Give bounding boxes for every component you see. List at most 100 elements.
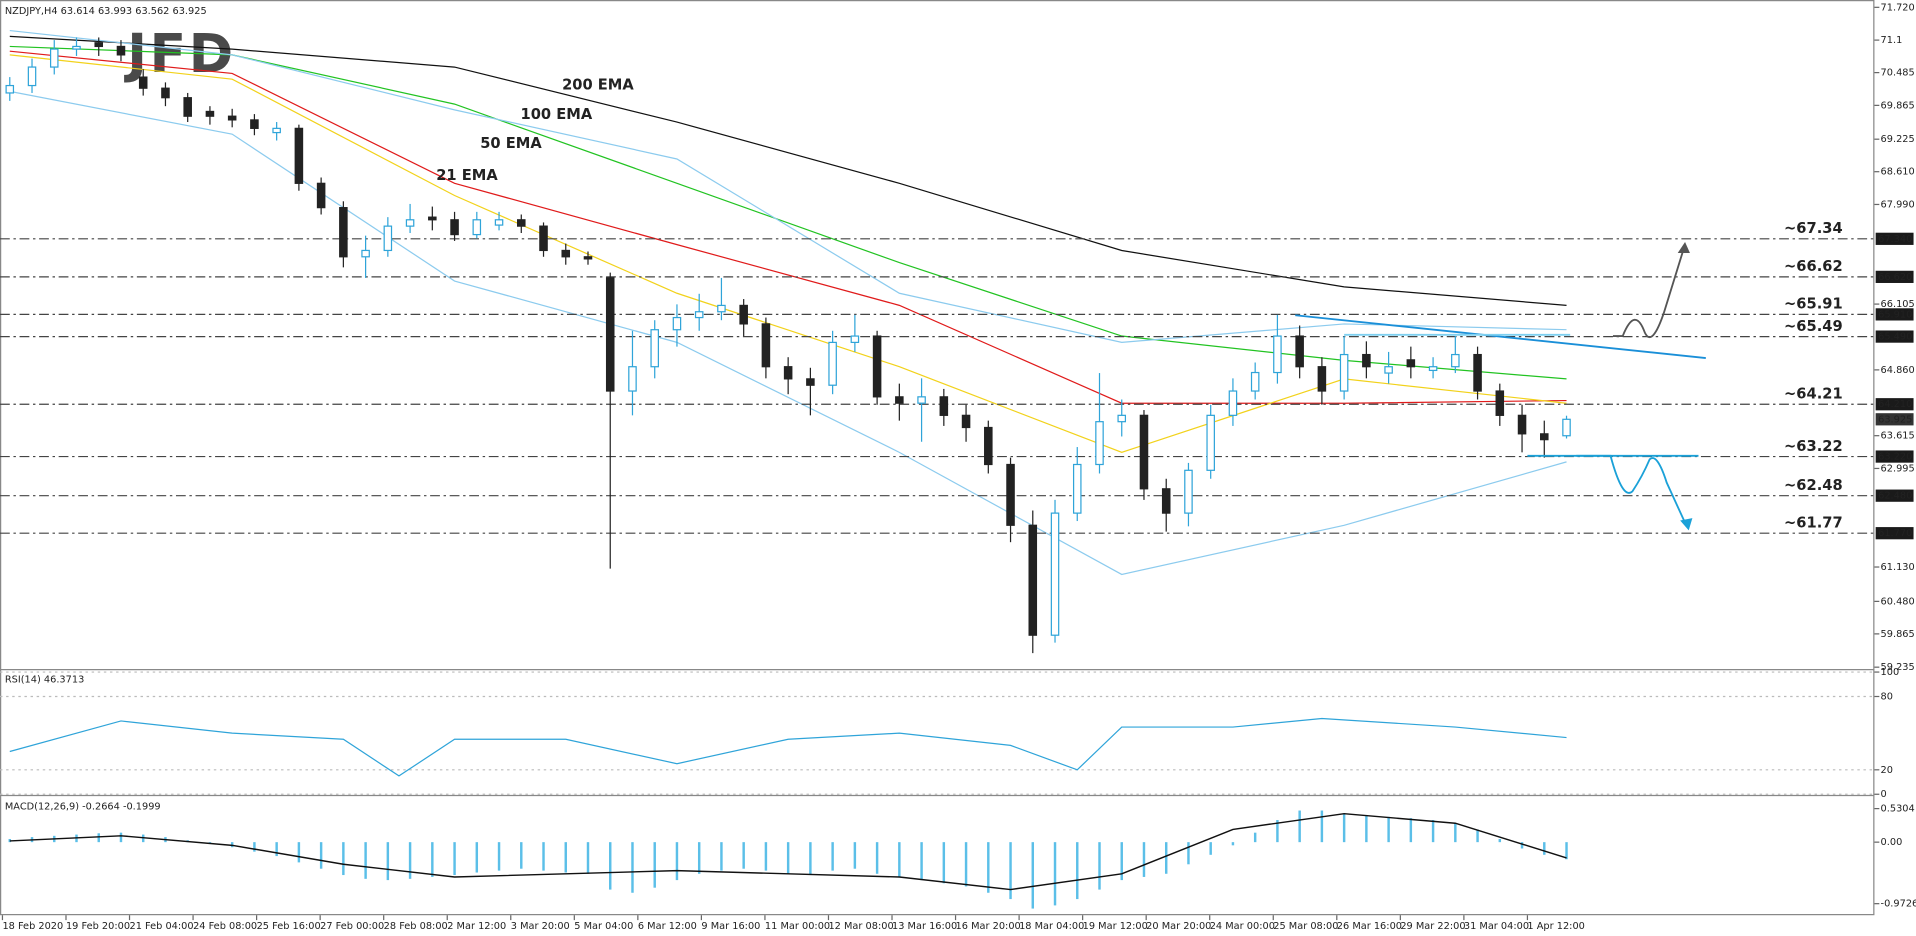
level-label: ~65.91 <box>1784 296 1843 313</box>
candle-body <box>1006 463 1015 526</box>
macd-bar <box>1565 842 1568 860</box>
chart-title: NZDJPY,H4 63.614 63.993 63.562 63.925 <box>5 6 207 17</box>
macd-bar <box>408 842 412 879</box>
macd-bar <box>631 842 634 893</box>
y-tick-label: 0 <box>1881 789 1887 800</box>
trend-line <box>1295 314 1706 359</box>
macd-bar <box>1164 842 1168 874</box>
macd-bar <box>675 842 679 881</box>
x-tick-label: 18 Mar 04:00 <box>1019 921 1084 932</box>
macd-bar <box>431 842 434 877</box>
candle-body <box>1095 421 1104 466</box>
candle-body <box>1050 512 1060 636</box>
level-tag-label: 61.770 <box>1878 528 1912 539</box>
candle-body <box>116 45 126 56</box>
candle-body <box>1384 366 1393 374</box>
candle-body <box>49 48 59 68</box>
candle-body <box>405 219 415 227</box>
level-label: ~67.34 <box>1784 220 1843 237</box>
macd-bar <box>1498 838 1502 843</box>
candle-body <box>27 66 37 87</box>
series-label: 21 EMA <box>436 167 498 184</box>
macd-bar <box>297 842 301 863</box>
macd-bar <box>342 842 345 876</box>
arrow-head <box>1680 518 1693 531</box>
x-tick-label: 2 Mar 12:00 <box>447 921 506 932</box>
candle-body <box>1072 463 1082 514</box>
arrow-head <box>1677 241 1690 253</box>
macd-bar <box>1320 810 1324 843</box>
level-tag <box>1875 398 1914 411</box>
candle-body <box>539 225 548 252</box>
macd-bar <box>520 842 523 869</box>
candle-body <box>250 119 259 129</box>
level-tag <box>1875 330 1914 343</box>
candle-body <box>783 366 793 380</box>
level-tag <box>1875 232 1914 245</box>
macd-bar <box>653 842 656 888</box>
macd-bar <box>1454 823 1457 843</box>
candle-body <box>672 316 682 331</box>
y-tick-label: 71.720 <box>1881 2 1915 13</box>
candle-body <box>1406 359 1416 368</box>
candle-body <box>984 426 993 466</box>
candle-body <box>1161 488 1171 514</box>
macd-bar <box>853 842 857 869</box>
x-tick-label: 13 Mar 16:00 <box>892 921 957 932</box>
candle-body <box>1317 366 1327 392</box>
level-tag <box>1875 527 1914 540</box>
bull-arrow <box>1612 244 1686 338</box>
candle-body <box>694 311 704 319</box>
x-tick-label: 25 Mar 08:00 <box>1273 921 1338 932</box>
candle-body <box>917 396 926 404</box>
level-label: ~66.62 <box>1784 258 1843 275</box>
candle-body <box>472 219 482 236</box>
macd-bar <box>453 842 456 876</box>
macd-bar <box>1209 842 1212 855</box>
y-tick-label: 69.865 <box>1881 100 1915 111</box>
candle-body <box>1495 390 1505 416</box>
x-tick-label: 19 Feb 20:00 <box>66 921 130 932</box>
candle-body <box>1250 371 1260 392</box>
y-tick-label: 71.1 <box>1881 35 1903 46</box>
candle-body <box>1139 414 1149 490</box>
macd-bar <box>1142 842 1146 877</box>
y-tick-label: 59.865 <box>1881 629 1915 640</box>
macd-bar <box>1076 842 1079 900</box>
drawings <box>1295 241 1706 531</box>
y-tick-label: 61.130 <box>1881 562 1915 573</box>
candle-body <box>961 414 971 429</box>
candle-body <box>428 216 437 221</box>
macd-bar <box>1231 842 1235 846</box>
series-line <box>9 45 1567 380</box>
candle-body <box>316 182 326 209</box>
y-tick-label: -0.9726 <box>1881 899 1916 910</box>
y-tick-label: 0.00 <box>1881 837 1903 848</box>
macd-bar <box>1387 816 1390 843</box>
candle-body <box>161 87 170 99</box>
candle-body <box>1339 353 1349 392</box>
level-tag-label: 66.620 <box>1878 272 1912 283</box>
macd-bar <box>898 842 901 877</box>
candle-body <box>361 249 370 258</box>
x-tick-label: 29 Mar 22:00 <box>1400 921 1465 932</box>
y-tick-label: 63.615 <box>1881 431 1915 442</box>
candle-body <box>739 304 748 325</box>
level-tag-label: 62.480 <box>1878 491 1912 502</box>
macd-bar <box>1431 820 1435 843</box>
macd-bar <box>1520 842 1524 849</box>
candle-body <box>583 256 593 260</box>
candle-body <box>1473 353 1482 392</box>
x-tick-label: 1 Apr 12:00 <box>1527 921 1584 932</box>
level-label: ~64.21 <box>1784 385 1843 402</box>
candle-body <box>72 45 81 50</box>
candle-body <box>1028 524 1038 636</box>
candle-body <box>561 249 571 258</box>
series-label: 50 EMA <box>480 135 542 152</box>
x-tick-label: 19 Mar 12:00 <box>1083 921 1148 932</box>
macd-bar <box>253 842 256 852</box>
candle-body <box>1117 414 1127 423</box>
y-tick-label: 59.235 <box>1881 662 1915 673</box>
macd-bar <box>497 842 501 871</box>
rsi-title: RSI(14) 46.3713 <box>5 674 84 685</box>
